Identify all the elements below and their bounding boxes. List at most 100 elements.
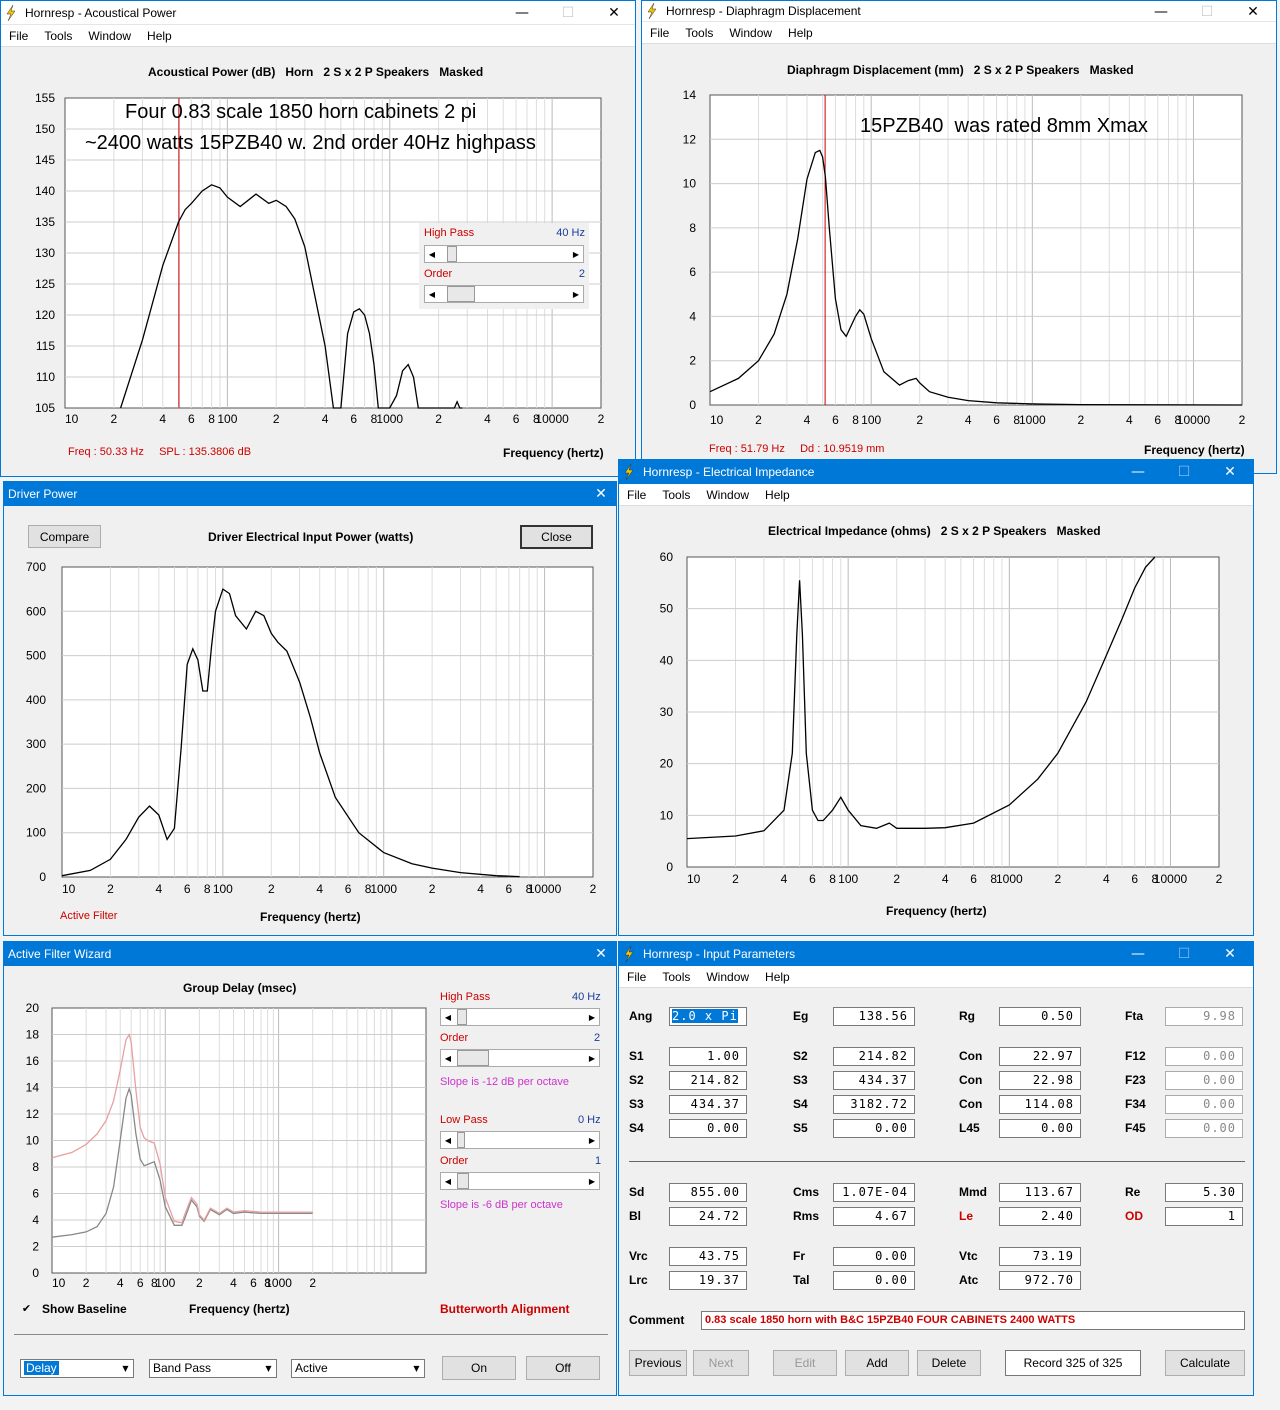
previous-button[interactable]: Previous [629,1350,687,1376]
hp-order-slider[interactable]: ◀ ▶ [440,1049,600,1067]
mode-dropdown[interactable]: Delay ▼ [20,1359,134,1378]
add-button[interactable]: Add [845,1350,909,1376]
od-field[interactable]: 1 [1165,1207,1243,1226]
show-baseline-checkbox[interactable]: ✔ [21,1302,32,1315]
calculate-button[interactable]: Calculate [1165,1350,1245,1376]
slider-thumb[interactable] [457,1173,469,1189]
close-button[interactable]: ✕ [608,5,620,21]
ang-field[interactable]: 2.0 x Pi [669,1007,747,1026]
chevron-down-icon[interactable]: ▼ [122,1364,129,1373]
lp-order-slider[interactable]: ◀ ▶ [440,1172,600,1190]
slider-thumb[interactable] [457,1009,467,1025]
slider-right-arrow-icon[interactable]: ▶ [572,249,580,259]
slider-thumb[interactable] [447,286,475,302]
fr-field[interactable]: 0.00 [833,1247,915,1266]
close-button[interactable]: ✕ [1224,946,1236,962]
menu-tools[interactable]: Tools [662,969,691,984]
con1-field[interactable]: 22.97 [999,1047,1081,1066]
title-bar[interactable]: Hornresp - Electrical Impedance — ☐ ✕ [619,460,1253,484]
title-bar[interactable]: Hornresp - Input Parameters — ☐ ✕ [619,942,1253,966]
re-field[interactable]: 5.30 [1165,1183,1243,1202]
bl-field[interactable]: 24.72 [669,1207,747,1226]
atc-field[interactable]: 972.70 [999,1271,1081,1290]
on-button[interactable]: On [442,1356,516,1380]
chevron-down-icon[interactable]: ▼ [413,1364,420,1373]
menu-help[interactable]: Help [765,969,790,984]
menu-file[interactable]: File [9,28,29,43]
slider-left-arrow-icon[interactable]: ◀ [428,249,436,259]
menu-help[interactable]: Help [765,487,790,502]
rg-field[interactable]: 0.50 [999,1007,1081,1026]
menu-help[interactable]: Help [147,28,172,43]
close-button[interactable]: ✕ [595,486,607,502]
s1-field[interactable]: 1.00 [669,1047,747,1066]
vtc-field[interactable]: 73.19 [999,1247,1081,1266]
cms-field[interactable]: 1.07E-04 [833,1183,915,1202]
minimize-button[interactable]: — [1154,3,1168,20]
title-bar[interactable]: Active Filter Wizard ✕ [4,942,616,966]
vrc-field[interactable]: 43.75 [669,1247,747,1266]
maximize-button[interactable]: ☐ [1177,464,1191,480]
slider-right-arrow-icon[interactable]: ▶ [588,1176,596,1186]
high-pass-slider[interactable]: ◀ ▶ [440,1008,600,1026]
slider-right-arrow-icon[interactable]: ▶ [572,289,580,299]
chevron-down-icon[interactable]: ▼ [265,1364,272,1373]
close-button[interactable]: ✕ [595,946,607,962]
s3-right-field[interactable]: 434.37 [833,1071,915,1090]
slider-thumb[interactable] [447,246,457,262]
s4-field[interactable]: 0.00 [669,1119,747,1138]
s3-field[interactable]: 434.37 [669,1095,747,1114]
rms-field[interactable]: 4.67 [833,1207,915,1226]
close-dialog-button[interactable]: Close [520,525,593,549]
comment-field[interactable]: 0.83 scale 1850 horn with B&C 15PZB40 FO… [701,1311,1245,1330]
sd-field[interactable]: 855.00 [669,1183,747,1202]
slider-left-arrow-icon[interactable]: ◀ [428,289,436,299]
s2-right-field[interactable]: 214.82 [833,1047,915,1066]
menu-tools[interactable]: Tools [662,487,691,502]
maximize-button[interactable]: ☐ [1177,946,1191,962]
slider-thumb[interactable] [457,1050,489,1066]
low-pass-slider[interactable]: ◀ ▶ [440,1131,600,1149]
lrc-field[interactable]: 19.37 [669,1271,747,1290]
tal-field[interactable]: 0.00 [833,1271,915,1290]
menu-window[interactable]: Window [706,969,750,984]
slider-left-arrow-icon[interactable]: ◀ [444,1176,452,1186]
menu-help[interactable]: Help [788,25,813,40]
maximize-button[interactable]: ☐ [1200,3,1214,20]
l45-field[interactable]: 0.00 [999,1119,1081,1138]
slider-thumb[interactable] [457,1132,465,1148]
eg-field[interactable]: 138.56 [833,1007,915,1026]
title-bar[interactable]: Hornresp - Acoustical Power — ☐ ✕ [1,1,635,25]
next-button[interactable]: Next [693,1350,749,1376]
menu-window[interactable]: Window [729,25,773,40]
close-button[interactable]: ✕ [1247,3,1259,20]
title-bar[interactable]: Driver Power ✕ [4,482,616,506]
slider-left-arrow-icon[interactable]: ◀ [444,1135,452,1145]
le-field[interactable]: 2.40 [999,1207,1081,1226]
menu-window[interactable]: Window [706,487,750,502]
delete-button[interactable]: Delete [917,1350,981,1376]
s2-field[interactable]: 214.82 [669,1071,747,1090]
filter-type-dropdown[interactable]: Band Pass ▼ [149,1359,277,1378]
maximize-button[interactable]: ☐ [561,5,575,21]
slider-right-arrow-icon[interactable]: ▶ [588,1012,596,1022]
slider-left-arrow-icon[interactable]: ◀ [444,1053,452,1063]
con3-field[interactable]: 114.08 [999,1095,1081,1114]
close-button[interactable]: ✕ [1224,464,1236,480]
menu-file[interactable]: File [650,25,670,40]
minimize-button[interactable]: — [1131,464,1145,480]
s4-right-field[interactable]: 3182.72 [833,1095,915,1114]
off-button[interactable]: Off [526,1356,600,1380]
menu-file[interactable]: File [627,969,647,984]
menu-tools[interactable]: Tools [44,28,73,43]
order-slider[interactable]: ◀ ▶ [424,285,584,303]
menu-window[interactable]: Window [88,28,132,43]
minimize-button[interactable]: — [515,5,529,21]
slider-right-arrow-icon[interactable]: ▶ [588,1135,596,1145]
edit-button[interactable]: Edit [773,1350,837,1376]
slider-right-arrow-icon[interactable]: ▶ [588,1053,596,1063]
show-baseline-label[interactable]: Show Baseline [42,1302,127,1316]
con2-field[interactable]: 22.98 [999,1071,1081,1090]
mmd-field[interactable]: 113.67 [999,1183,1081,1202]
filter-kind-dropdown[interactable]: Active ▼ [291,1359,425,1378]
